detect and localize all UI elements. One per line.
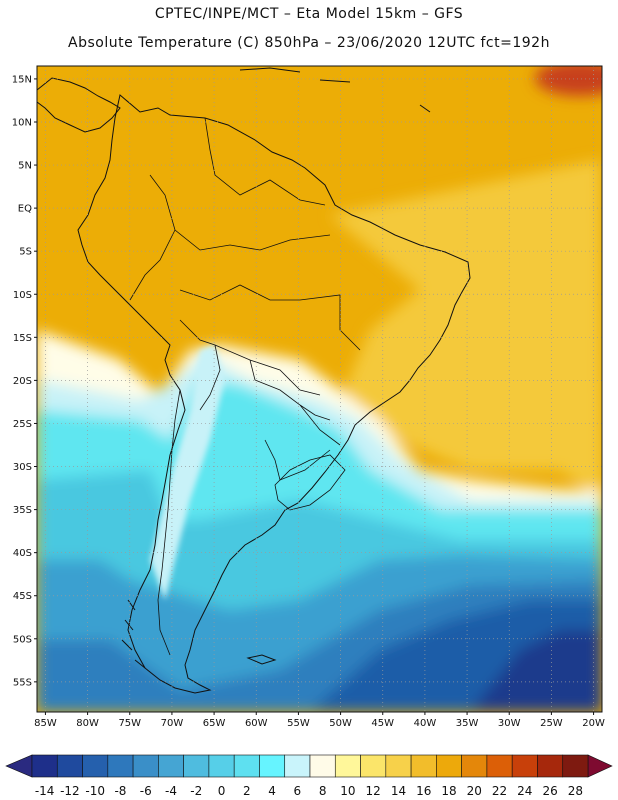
longitude-labels: 85W 80W 75W 70W 65W 60W 55W 50W 45W 40W 35W 30W 25W 2… <box>34 712 605 729</box>
lon-label: 35W <box>456 718 479 729</box>
colorbar-swatch <box>56 754 83 778</box>
coastlines-and-borders <box>37 67 471 694</box>
colorbar-swatch <box>511 754 538 778</box>
field-navy-band <box>470 630 602 712</box>
colorbar-high-arrow <box>587 754 613 778</box>
colorbar-label: -2 <box>190 784 202 798</box>
colorbar-swatch <box>486 754 513 778</box>
colorbar-label: 6 <box>294 784 302 798</box>
colorbar-swatch <box>107 754 134 778</box>
map-frame <box>36 65 603 713</box>
lat-label: 35S <box>13 505 32 516</box>
south-america-coast <box>77 94 471 694</box>
colorbar-label: 20 <box>467 784 482 798</box>
lon-label: 55W <box>287 718 310 729</box>
lon-label: 30W <box>498 718 521 729</box>
field-hot-spot <box>535 66 602 96</box>
lon-label: 45W <box>371 718 394 729</box>
latitude-labels: 15N 10N 5N EQ 5S 10S 15S 20S 25S 30S 35S 40S 45S 50S 5… <box>12 74 37 688</box>
lat-label: 15N <box>12 74 32 85</box>
colorbar <box>5 754 613 778</box>
colorbar-label: 28 <box>568 784 583 798</box>
title-line-1: CPTEC/INPE/MCT – Eta Model 15km – GFS <box>154 6 464 22</box>
colorbar-label: 12 <box>366 784 381 798</box>
colorbar-label: -10 <box>85 784 105 798</box>
colorbar-swatch <box>158 754 184 778</box>
lat-label: 10N <box>12 117 32 128</box>
lon-label: 70W <box>161 718 184 729</box>
lat-label: 55S <box>13 677 32 688</box>
colorbar-swatch <box>537 754 564 778</box>
lat-label: 20S <box>13 376 32 387</box>
colorbar-label: 0 <box>218 784 226 798</box>
colorbar-label: 16 <box>416 784 431 798</box>
colorbar-swatch <box>31 754 58 778</box>
colorbar-swatch <box>208 754 235 778</box>
colorbar-swatch <box>284 754 311 778</box>
lat-label: 10S <box>13 290 32 301</box>
title-line-2: Absolute Temperature (C) 850hPa – 23/06/… <box>68 35 550 51</box>
lat-label: 45S <box>13 591 32 602</box>
falklands <box>246 654 277 665</box>
temperature-field <box>37 66 602 712</box>
colorbar-swatch <box>183 754 210 778</box>
field-andes-cyan <box>150 345 225 600</box>
fjord-islands <box>121 599 146 669</box>
lat-label: 30S <box>13 462 32 473</box>
colorbar-label: -4 <box>165 784 177 798</box>
lat-label: 50S <box>13 634 32 645</box>
colorbar-label: -8 <box>114 784 126 798</box>
lat-label: 5N <box>18 161 32 172</box>
field-yellow-band <box>330 160 602 500</box>
colorbar-label: 22 <box>492 784 507 798</box>
lon-label: 85W <box>34 718 57 729</box>
lon-label: 40W <box>414 718 437 729</box>
caribbean-islands <box>239 67 431 113</box>
colorbar-labels: -14 -12 -10 -8 -6 -4 -2 0 2 4 6 8 10 12 14 16 18 20 22 24 26… <box>35 784 583 798</box>
lat-label: EQ <box>18 204 32 215</box>
colorbar-label: 26 <box>542 784 557 798</box>
lon-label: 25W <box>540 718 563 729</box>
colorbar-swatch <box>385 754 412 778</box>
colorbar-label: -6 <box>140 784 152 798</box>
colorbar-label: 10 <box>340 784 355 798</box>
colorbar-low-arrow <box>5 754 33 778</box>
colorbar-label: 4 <box>268 784 276 798</box>
colorbar-swatch <box>410 754 437 778</box>
colorbar-swatch <box>360 754 387 778</box>
colorbar-label: 2 <box>243 784 251 798</box>
lat-label: 40S <box>13 548 32 559</box>
colorbar-swatch <box>562 754 589 778</box>
lat-label: 5S <box>19 247 32 258</box>
chile-argentina-border <box>157 389 181 656</box>
central-america-coast <box>37 77 121 133</box>
lon-label: 75W <box>118 718 141 729</box>
lon-label: 65W <box>203 718 226 729</box>
colorbar-swatch <box>259 754 286 778</box>
colorbar-label: 8 <box>319 784 327 798</box>
colorbar-swatch <box>436 754 462 778</box>
colorbar-label: -14 <box>35 784 55 798</box>
colorbar-label: -12 <box>60 784 80 798</box>
colorbar-swatch <box>82 754 109 778</box>
colorbar-swatch <box>461 754 488 778</box>
lon-label: 20W <box>582 718 605 729</box>
colorbar-swatch <box>334 754 361 778</box>
colorbar-swatch <box>309 754 336 778</box>
colorbar-swatch <box>132 754 159 778</box>
colorbar-swatch <box>233 754 260 778</box>
colorbar-label: 18 <box>441 784 456 798</box>
lat-label: 25S <box>13 419 32 430</box>
lon-label: 50W <box>329 718 352 729</box>
lon-label: 80W <box>76 718 99 729</box>
lat-label: 15S <box>13 333 32 344</box>
uruguay-border <box>274 454 346 511</box>
lon-label: 60W <box>245 718 268 729</box>
colorbar-label: 24 <box>517 784 532 798</box>
colorbar-label: 14 <box>391 784 406 798</box>
